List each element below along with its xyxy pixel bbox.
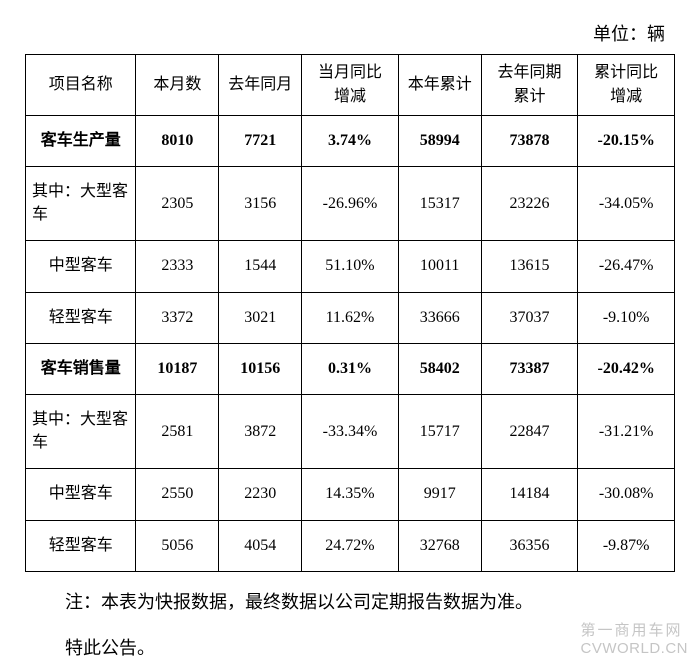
table-cell: 9917: [398, 469, 481, 520]
table-cell: 73387: [481, 343, 578, 394]
table-cell: 14.35%: [302, 469, 399, 520]
table-cell: 3872: [219, 395, 302, 469]
table-cell: 11.62%: [302, 292, 399, 343]
table-cell: 10011: [398, 241, 481, 292]
table-cell: 3021: [219, 292, 302, 343]
column-header: 去年同月: [219, 55, 302, 116]
table-cell: 10156: [219, 343, 302, 394]
table-row: 中型客车2333154451.10%1001113615-26.47%: [26, 241, 675, 292]
table-cell: -30.08%: [578, 469, 675, 520]
table-cell: 3156: [219, 167, 302, 241]
table-cell: 1544: [219, 241, 302, 292]
column-header: 项目名称: [26, 55, 136, 116]
column-header: 本月数: [136, 55, 219, 116]
table-cell: 2230: [219, 469, 302, 520]
table-cell: 中型客车: [26, 241, 136, 292]
table-row: 客车销售量10187101560.31%5840273387-20.42%: [26, 343, 675, 394]
watermark: 第一商用车网 CVWORLD.CN: [580, 619, 688, 657]
table-cell: -31.21%: [578, 395, 675, 469]
table-cell: -34.05%: [578, 167, 675, 241]
watermark-cn: 第一商用车网: [580, 623, 682, 639]
table-cell: 其中：大型客车: [26, 167, 136, 241]
table-cell: -33.34%: [302, 395, 399, 469]
table-cell: 15317: [398, 167, 481, 241]
unit-label: 单位：辆: [25, 20, 675, 46]
table-cell: 58994: [398, 116, 481, 167]
table-row: 其中：大型客车25813872-33.34%1571722847-31.21%: [26, 395, 675, 469]
table-cell: -9.87%: [578, 520, 675, 571]
table-cell: 5056: [136, 520, 219, 571]
table-cell: 2550: [136, 469, 219, 520]
footnote: 注：本表为快报数据，最终数据以公司定期报告数据为准。: [25, 588, 675, 614]
table-cell: 2305: [136, 167, 219, 241]
table-cell: 其中：大型客车: [26, 395, 136, 469]
column-header: 去年同期累计: [481, 55, 578, 116]
table-cell: 15717: [398, 395, 481, 469]
table-cell: 4054: [219, 520, 302, 571]
table-cell: 客车销售量: [26, 343, 136, 394]
table-row: 轻型客车5056405424.72%3276836356-9.87%: [26, 520, 675, 571]
column-header: 当月同比增减: [302, 55, 399, 116]
table-cell: 轻型客车: [26, 520, 136, 571]
table-cell: -20.42%: [578, 343, 675, 394]
watermark-en: CVWORLD.CN: [580, 640, 688, 657]
table-cell: 2333: [136, 241, 219, 292]
table-cell: 中型客车: [26, 469, 136, 520]
table-cell: 3372: [136, 292, 219, 343]
table-row: 客车生产量801077213.74%5899473878-20.15%: [26, 116, 675, 167]
table-cell: -26.47%: [578, 241, 675, 292]
table-header-row: 项目名称本月数去年同月当月同比增减本年累计去年同期累计累计同比增减: [26, 55, 675, 116]
table-cell: 22847: [481, 395, 578, 469]
table-cell: 7721: [219, 116, 302, 167]
table-cell: 3.74%: [302, 116, 399, 167]
column-header: 本年累计: [398, 55, 481, 116]
data-table: 项目名称本月数去年同月当月同比增减本年累计去年同期累计累计同比增减 客车生产量8…: [25, 54, 675, 572]
table-row: 轻型客车3372302111.62%3366637037-9.10%: [26, 292, 675, 343]
table-cell: 51.10%: [302, 241, 399, 292]
table-cell: 73878: [481, 116, 578, 167]
table-cell: 14184: [481, 469, 578, 520]
announcement: 特此公告。: [25, 634, 675, 660]
table-cell: 58402: [398, 343, 481, 394]
table-row: 其中：大型客车23053156-26.96%1531723226-34.05%: [26, 167, 675, 241]
table-cell: 24.72%: [302, 520, 399, 571]
table-cell: -26.96%: [302, 167, 399, 241]
table-cell: -9.10%: [578, 292, 675, 343]
table-cell: 10187: [136, 343, 219, 394]
table-cell: 23226: [481, 167, 578, 241]
table-cell: 37037: [481, 292, 578, 343]
column-header: 累计同比增减: [578, 55, 675, 116]
table-cell: 轻型客车: [26, 292, 136, 343]
table-cell: 36356: [481, 520, 578, 571]
table-row: 中型客车2550223014.35%991714184-30.08%: [26, 469, 675, 520]
table-cell: 0.31%: [302, 343, 399, 394]
table-cell: 33666: [398, 292, 481, 343]
table-cell: 2581: [136, 395, 219, 469]
table-cell: 13615: [481, 241, 578, 292]
table-cell: 32768: [398, 520, 481, 571]
table-cell: -20.15%: [578, 116, 675, 167]
table-cell: 8010: [136, 116, 219, 167]
table-cell: 客车生产量: [26, 116, 136, 167]
